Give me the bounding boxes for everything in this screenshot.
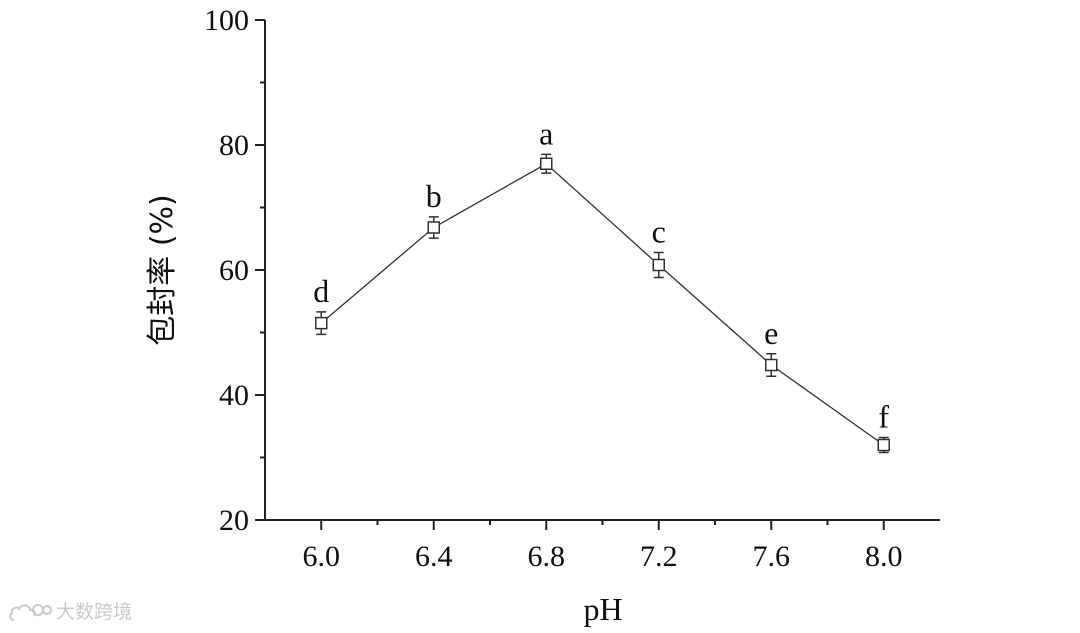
significance-label: f [878,399,889,435]
series-line [320,162,885,446]
y-tick-label: 40 [219,379,249,412]
data-point [315,316,328,330]
y-tick-label: 60 [219,254,249,287]
data-point [877,438,890,452]
x-tick-label: 7.6 [753,540,791,573]
significance-label: a [539,115,553,151]
series: d b a c e f [313,115,890,454]
significance-label: b [426,178,442,214]
y-tick-label: 100 [204,4,249,37]
data-point [427,221,440,234]
x-tick-label: 8.0 [865,540,903,573]
significance-label: e [764,315,778,351]
axes: 20 40 60 80 100 6.0 6.4 6.8 7.2 7.6 8.0 [204,4,940,573]
cloud-logo-icon [9,603,52,621]
data-point [652,258,665,272]
data-point [540,157,553,170]
significance-label: c [652,214,666,250]
x-tick-label: 6.0 [303,540,341,573]
significance-label: d [313,273,329,309]
y-tick-label: 80 [219,129,249,162]
y-tick-label: 20 [219,504,249,537]
x-tick-label: 6.4 [415,540,453,573]
watermark-text: 大数跨境 [56,601,133,623]
x-axis-title: pH [583,591,622,627]
y-axis-title: 包封率 (%) [145,194,180,345]
watermark: 大数跨境 [8,597,132,624]
x-tick-label: 7.2 [640,540,678,573]
x-tick-label: 6.8 [528,540,566,573]
data-point [765,358,778,372]
